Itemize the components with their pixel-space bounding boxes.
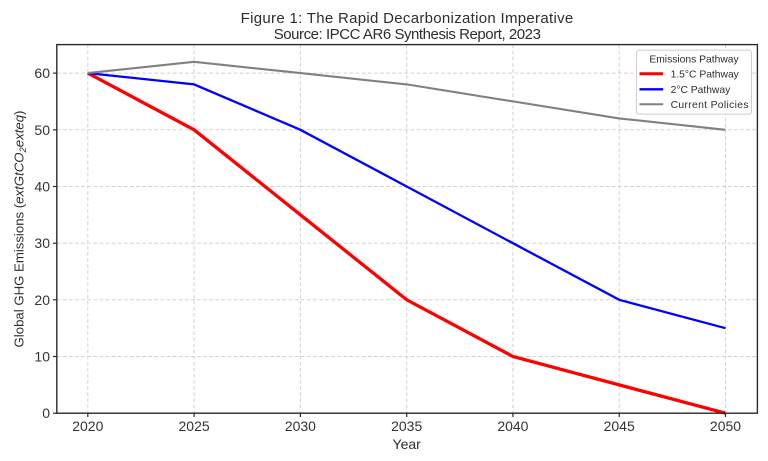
svg-text:2025: 2025 (179, 418, 210, 434)
svg-text:60: 60 (34, 65, 50, 81)
svg-text:Current Policies: Current Policies (671, 100, 749, 111)
svg-text:Global GHG Emissions (extGtCO2: Global GHG Emissions (extGtCO2exteq) (12, 111, 30, 348)
svg-text:2040: 2040 (497, 418, 528, 434)
svg-text:Source: IPCC AR6 Synthesis Rep: Source: IPCC AR6 Synthesis Report, 2023 (274, 26, 541, 43)
svg-text:Year: Year (393, 436, 422, 452)
svg-text:2030: 2030 (285, 418, 316, 434)
svg-text:2°C Pathway: 2°C Pathway (671, 85, 731, 96)
svg-text:10: 10 (34, 349, 50, 365)
svg-text:30: 30 (34, 235, 50, 251)
svg-text:2045: 2045 (604, 418, 635, 434)
svg-text:2050: 2050 (710, 418, 741, 434)
svg-text:Emissions Pathway: Emissions Pathway (649, 55, 739, 66)
svg-text:1.5°C Pathway: 1.5°C Pathway (671, 69, 740, 80)
svg-text:50: 50 (34, 122, 50, 138)
svg-text:0: 0 (42, 405, 50, 421)
svg-text:20: 20 (34, 292, 50, 308)
svg-text:40: 40 (34, 179, 50, 195)
svg-text:2020: 2020 (72, 418, 103, 434)
svg-text:Figure 1: The Rapid Decarboniz: Figure 1: The Rapid Decarbonization Impe… (241, 10, 574, 27)
svg-text:2035: 2035 (391, 418, 422, 434)
